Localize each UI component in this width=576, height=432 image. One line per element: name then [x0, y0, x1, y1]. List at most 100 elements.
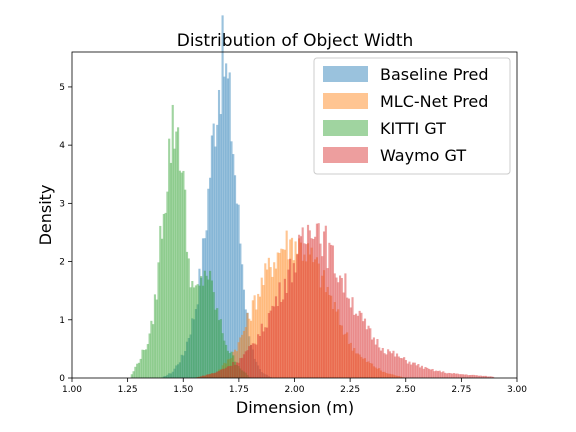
histogram-bar: [219, 368, 222, 378]
histogram-bar: [362, 321, 365, 378]
chart-title: Distribution of Object Width: [177, 31, 414, 51]
histogram-bar: [273, 306, 276, 378]
x-axis-label: Dimension (m): [236, 398, 354, 417]
series-waymo-gt: [194, 223, 495, 378]
histogram-bar: [178, 170, 181, 378]
histogram-bar: [388, 373, 391, 378]
histogram-bar: [321, 256, 324, 378]
histogram-bar: [312, 238, 315, 378]
histogram-bar: [180, 172, 183, 378]
histogram-bar: [203, 270, 206, 378]
histogram-bar: [214, 372, 217, 378]
histogram-bar: [347, 298, 351, 378]
histogram-bar: [310, 238, 313, 378]
histogram-bar: [177, 127, 180, 378]
histogram-bar: [353, 314, 356, 378]
histogram-bar: [146, 344, 149, 378]
histogram-bar: [415, 365, 418, 378]
histogram-bar: [492, 376, 495, 378]
histogram-bar: [244, 327, 247, 378]
histogram-bar: [363, 318, 367, 378]
histogram-bar: [394, 375, 397, 378]
histogram-bar: [233, 364, 237, 378]
histogram-bar: [317, 223, 320, 378]
histogram-bar: [143, 350, 146, 378]
histogram-bar: [385, 373, 388, 378]
histogram-bar: [381, 347, 384, 378]
histogram-bar: [328, 294, 331, 378]
histogram-bar: [152, 324, 155, 378]
histogram-bar: [287, 259, 290, 378]
histogram-bar: [221, 15, 224, 379]
histogram-bar: [164, 375, 167, 378]
histogram-bar: [371, 363, 374, 378]
histogram-bar: [210, 373, 213, 378]
y-tick-label: 1: [59, 316, 65, 326]
histogram-bar: [207, 188, 210, 378]
histogram-bar: [191, 318, 194, 378]
histogram-bar: [262, 331, 265, 378]
histogram-bar: [399, 376, 402, 378]
histogram-bar: [255, 344, 258, 378]
histogram-bar: [395, 353, 399, 378]
histogram-bar: [217, 320, 221, 378]
histogram-bar: [196, 284, 199, 378]
histogram-bar: [383, 371, 386, 378]
histogram-bar: [442, 371, 445, 378]
histogram-bar: [185, 341, 189, 378]
histogram-bar: [216, 308, 219, 378]
histogram-bar: [258, 336, 262, 378]
histogram-bar: [212, 123, 215, 378]
histogram-bar: [349, 342, 352, 378]
histogram-bar: [477, 375, 480, 378]
histogram-bar: [198, 285, 201, 378]
histogram-bar: [344, 273, 347, 378]
histogram-bar: [262, 285, 265, 378]
histogram-bar: [411, 362, 415, 378]
histogram-bar: [212, 373, 215, 378]
histogram-bar: [365, 361, 368, 378]
histogram-bar: [299, 242, 302, 378]
histogram-bar: [226, 359, 229, 378]
histogram-bar: [306, 224, 310, 378]
histogram-bar: [339, 324, 342, 378]
histogram-bar: [171, 104, 174, 378]
histogram-bar: [379, 370, 383, 378]
histogram-bar: [228, 365, 231, 378]
histogram-bar: [435, 370, 438, 378]
histogram-bar: [322, 270, 326, 378]
histogram-bar: [136, 363, 139, 378]
y-tick-label: 3: [59, 199, 65, 209]
histogram-bar: [362, 358, 365, 378]
histogram-bar: [290, 237, 294, 378]
histogram-bar: [241, 357, 244, 378]
histogram-bar: [187, 258, 190, 378]
histogram-bar: [201, 375, 205, 378]
histogram-bar: [193, 319, 196, 378]
histogram-bar: [266, 327, 269, 378]
histogram-bar: [330, 244, 333, 378]
histogram-bar: [219, 369, 222, 378]
histogram-bar: [237, 362, 240, 378]
histogram-bar: [460, 374, 463, 378]
histogram-bar: [239, 368, 242, 378]
histogram-bar: [164, 212, 167, 378]
histogram-bar: [454, 373, 457, 378]
histogram-bar: [322, 231, 326, 378]
histogram-bar: [144, 349, 148, 378]
histogram-bar: [242, 330, 246, 378]
histogram-bar: [253, 343, 256, 378]
histogram-bar: [355, 353, 358, 378]
histogram-bar: [223, 362, 226, 378]
histogram-bar: [219, 114, 222, 378]
histogram-bar: [367, 361, 370, 378]
histogram-bar: [189, 334, 192, 378]
histogram-bar: [209, 373, 212, 378]
histogram-bar: [408, 361, 411, 378]
histogram-bar: [433, 371, 436, 378]
histogram-bar: [424, 366, 427, 378]
histogram-bar: [255, 361, 258, 378]
histogram-bar: [372, 337, 375, 378]
histogram-bar: [326, 286, 329, 378]
histogram-bar: [232, 351, 235, 378]
